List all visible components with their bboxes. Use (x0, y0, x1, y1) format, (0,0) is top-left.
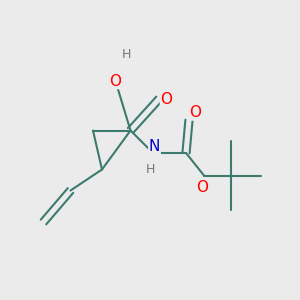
Text: N: N (149, 139, 160, 154)
Text: O: O (110, 74, 122, 88)
Text: O: O (196, 180, 208, 195)
Text: O: O (189, 105, 201, 120)
Text: H: H (145, 163, 155, 176)
Text: H: H (121, 47, 131, 61)
Text: O: O (160, 92, 172, 106)
